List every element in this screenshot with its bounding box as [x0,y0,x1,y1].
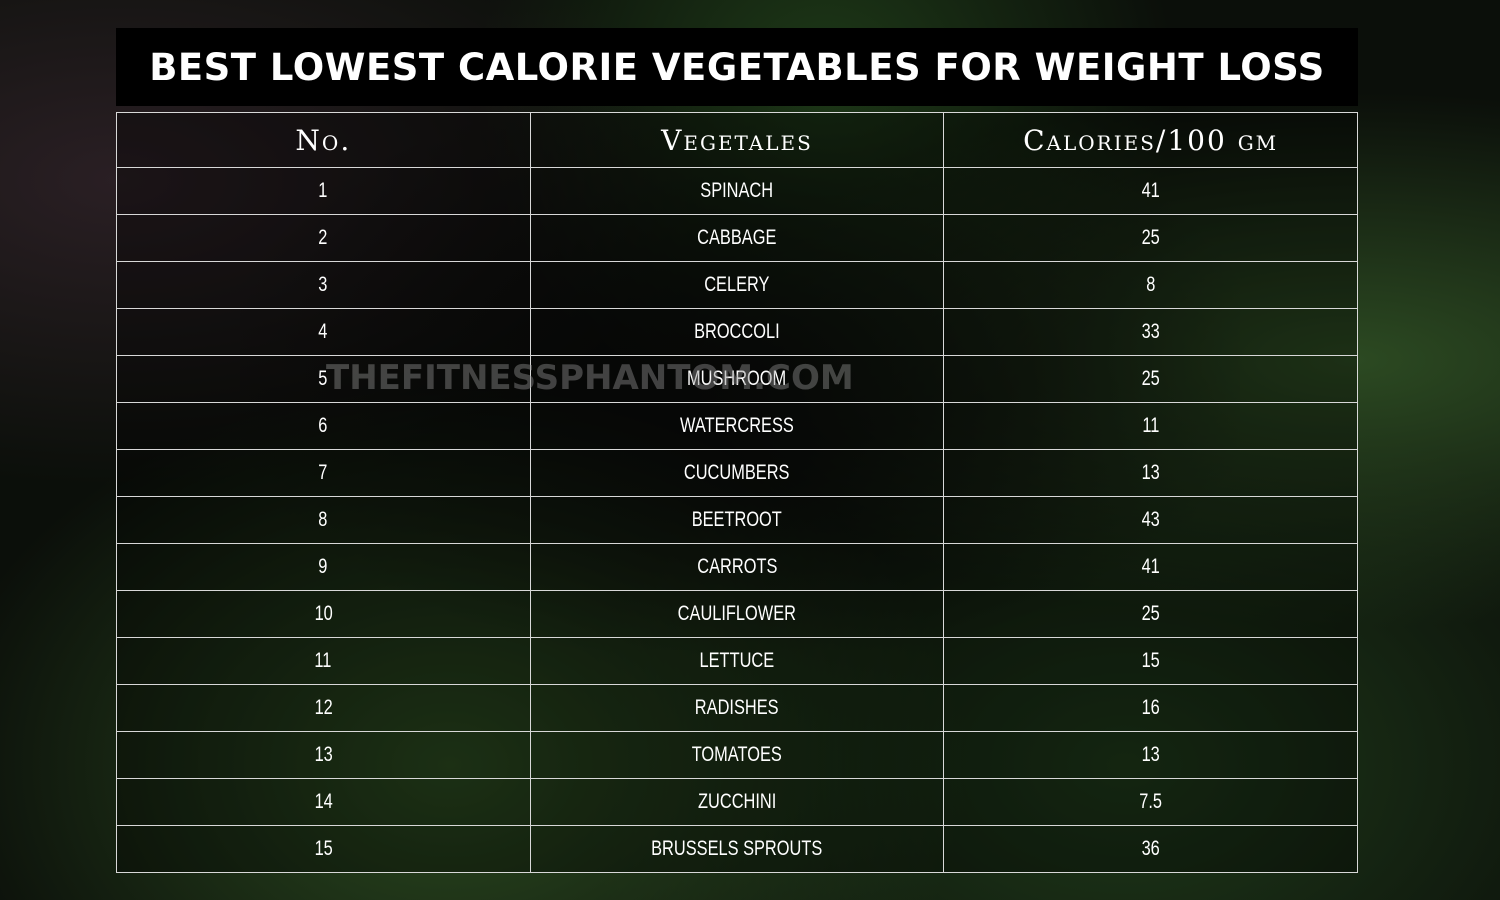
cell-calories: 7.5 [943,778,1358,826]
cell-no: 3 [116,261,531,309]
cell-no: 7 [116,449,531,497]
header-no: No. [116,112,531,168]
table-row: 9 CARROTS 41 [116,543,1358,591]
cell-no: 8 [116,496,531,544]
cell-calories: 41 [943,167,1358,215]
cell-no: 9 [116,543,531,591]
cell-no: 4 [116,308,531,356]
table-row: 15 BRUSSELS SPROUTS 36 [116,825,1358,873]
table-row: 6 WATERCRESS 11 [116,402,1358,450]
table-row: 1 SPINACH 41 [116,167,1358,215]
cell-calories: 8 [943,261,1358,309]
cell-vegetable: TOMATOES [529,731,945,779]
cell-no: 10 [116,590,531,638]
cell-vegetable: BEETROOT [529,496,945,544]
cell-no: 5 [116,355,531,403]
cell-no: 6 [116,402,531,450]
cell-calories: 16 [943,684,1358,732]
cell-vegetable: MUSHROOM [529,355,945,403]
cell-vegetable: RADISHES [529,684,945,732]
page-title: BEST LOWEST CALORIE VEGETABLES FOR WEIGH… [149,45,1325,89]
cell-vegetable: CABBAGE [529,214,945,262]
cell-no: 15 [116,825,531,873]
cell-vegetable: WATERCRESS [529,402,945,450]
cell-no: 14 [116,778,531,826]
table-row: 8 BEETROOT 43 [116,496,1358,544]
cell-vegetable: ZUCCHINI [529,778,945,826]
header-calories: Calories/100 gm [943,112,1358,168]
table-row: 5 MUSHROOM 25 [116,355,1358,403]
table-row: 12 RADISHES 16 [116,684,1358,732]
cell-no: 13 [116,731,531,779]
cell-calories: 15 [943,637,1358,685]
cell-calories: 13 [943,731,1358,779]
cell-calories: 43 [943,496,1358,544]
cell-no: 11 [116,637,531,685]
table-row: 4 BROCCOLI 33 [116,308,1358,356]
table-row: 7 CUCUMBERS 13 [116,449,1358,497]
cell-calories: 41 [943,543,1358,591]
cell-calories: 33 [943,308,1358,356]
cell-vegetable: CELERY [529,261,945,309]
cell-no: 12 [116,684,531,732]
cell-calories: 36 [943,825,1358,873]
cell-calories: 11 [943,402,1358,450]
table-row: 2 CABBAGE 25 [116,214,1358,262]
cell-vegetable: BROCCOLI [529,308,945,356]
cell-calories: 25 [943,214,1358,262]
cell-vegetable: CARROTS [529,543,945,591]
table-row: 11 LETTUCE 15 [116,637,1358,685]
cell-calories: 25 [943,590,1358,638]
table-header-row: No. Vegetales Calories/100 gm [116,112,1358,168]
cell-vegetable: CAULIFLOWER [529,590,945,638]
header-vegetables: Vegetales [529,112,945,168]
cell-calories: 13 [943,449,1358,497]
cell-calories: 25 [943,355,1358,403]
cell-vegetable: SPINACH [529,167,945,215]
calorie-table: No. Vegetales Calories/100 gm 1 SPINACH 41… [116,112,1358,873]
table-row: 10 CAULIFLOWER 25 [116,590,1358,638]
table-row: 13 TOMATOES 13 [116,731,1358,779]
cell-vegetable: LETTUCE [529,637,945,685]
title-banner: BEST LOWEST CALORIE VEGETABLES FOR WEIGH… [116,28,1358,106]
cell-vegetable: CUCUMBERS [529,449,945,497]
table-row: 14 ZUCCHINI 7.5 [116,778,1358,826]
cell-vegetable: BRUSSELS SPROUTS [529,825,945,873]
cell-no: 1 [116,167,531,215]
cell-no: 2 [116,214,531,262]
table-row: 3 CELERY 8 [116,261,1358,309]
